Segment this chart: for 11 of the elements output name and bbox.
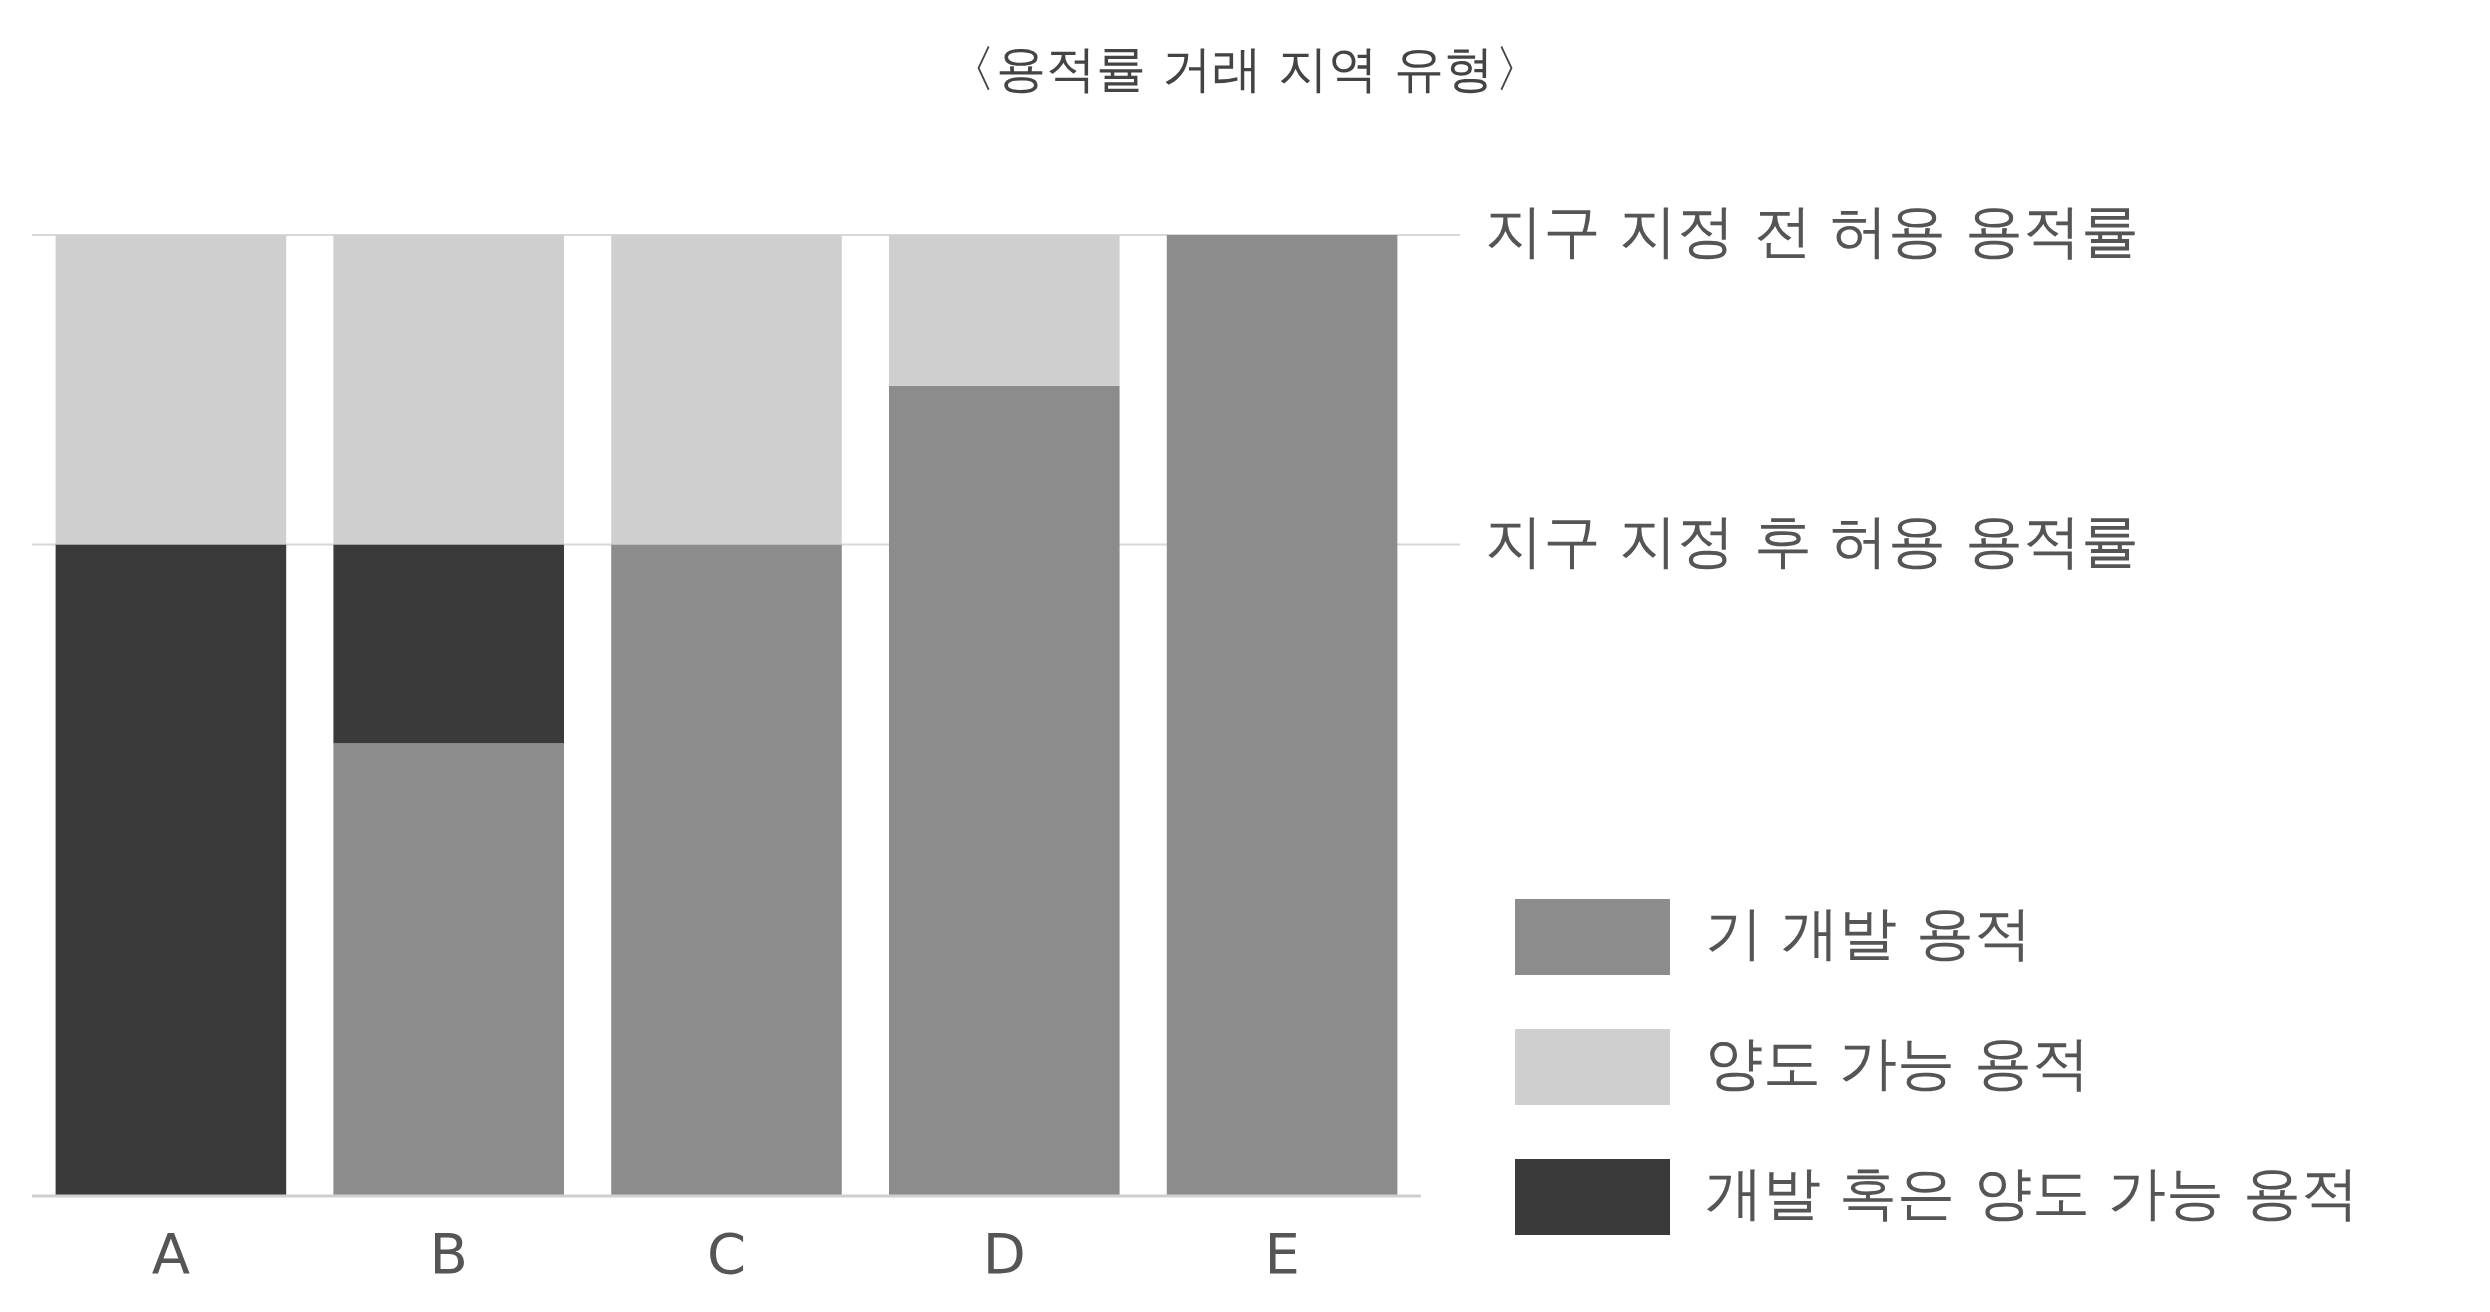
bar [1166, 235, 1398, 1196]
title: 〈용적률 거래 지역 유형〉 [946, 39, 1544, 98]
bar [55, 235, 287, 545]
bar [611, 544, 842, 1196]
bar [55, 544, 287, 1196]
bar [611, 235, 842, 545]
bar [889, 235, 1120, 386]
bar [333, 235, 564, 545]
bar [333, 544, 564, 744]
bar [889, 385, 1120, 1196]
bar [333, 743, 564, 1196]
